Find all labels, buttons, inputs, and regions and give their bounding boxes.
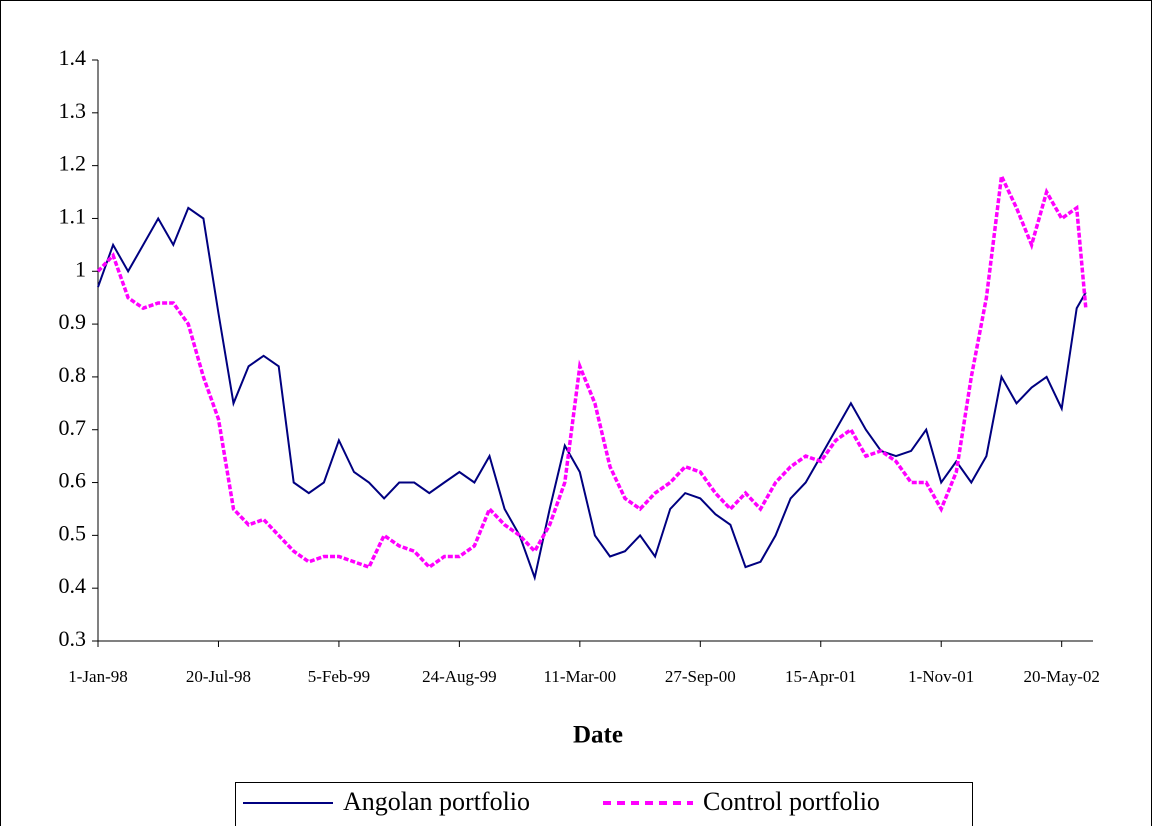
series-line [96, 170, 1088, 570]
legend-label: Angolan portfolio [343, 787, 530, 816]
y-tick-label: 0.7 [59, 415, 87, 440]
x-tick-label: 1-Jan-98 [68, 667, 127, 686]
y-tick-label: 0.6 [59, 468, 87, 493]
x-axis-title: Date [573, 722, 623, 749]
x-tick-label: 27-Sep-00 [665, 667, 736, 686]
series-line [97, 206, 1087, 582]
x-tick-label: 20-May-02 [1023, 667, 1099, 686]
y-tick-label: 0.4 [59, 573, 87, 598]
x-tick-label: 15-Apr-01 [785, 667, 856, 686]
y-tick-label: 0.8 [59, 362, 87, 387]
y-tick-label: 0.5 [59, 520, 87, 545]
x-tick-label: 1-Nov-01 [908, 667, 974, 686]
x-tick-label: 5-Feb-99 [308, 667, 370, 686]
x-tick-label: 20-Jul-98 [186, 667, 251, 686]
y-tick-label: 1.2 [59, 151, 87, 176]
y-tick-label: 1.1 [59, 204, 87, 229]
x-tick-label: 24-Aug-99 [422, 667, 497, 686]
x-tick-label: 11-Mar-00 [543, 667, 616, 686]
legend-label: Control portfolio [703, 787, 880, 816]
y-tick-label: 0.3 [59, 626, 87, 651]
y-tick-label: 1.3 [59, 98, 87, 123]
y-tick-label: 1 [75, 256, 86, 281]
y-tick-label: 0.9 [59, 309, 87, 334]
y-tick-label: 1.4 [59, 45, 87, 70]
